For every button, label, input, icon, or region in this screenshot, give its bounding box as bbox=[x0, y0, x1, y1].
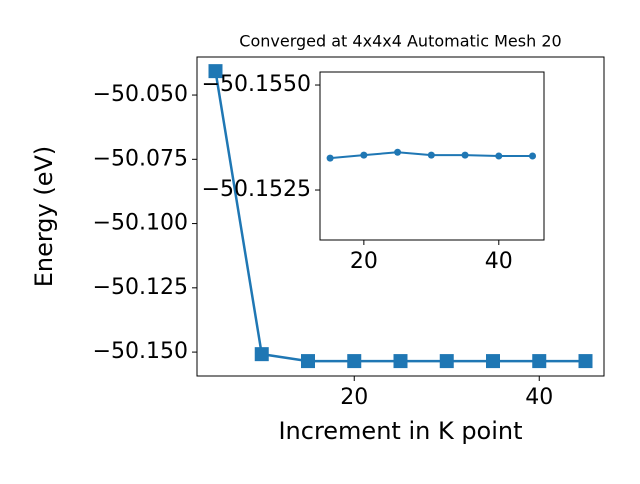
marker bbox=[529, 152, 537, 160]
marker bbox=[254, 347, 269, 362]
marker bbox=[532, 354, 547, 369]
y-tick-label: −50.125 bbox=[93, 275, 188, 300]
x-tick-label: 20 bbox=[340, 385, 368, 410]
marker bbox=[461, 151, 469, 159]
y-tick-label: −50.1525 bbox=[202, 177, 311, 202]
y-axis-label: Energy (eV) bbox=[30, 146, 58, 288]
x-axis-label: Increment in K point bbox=[278, 417, 522, 445]
y-tick-label: −50.050 bbox=[93, 82, 188, 107]
marker bbox=[208, 64, 223, 79]
x-tick-label: 40 bbox=[525, 385, 553, 410]
marker bbox=[578, 354, 593, 369]
marker bbox=[326, 154, 334, 162]
marker bbox=[301, 354, 315, 369]
y-tick-label: −50.075 bbox=[93, 146, 188, 171]
y-tick-label: −50.150 bbox=[93, 339, 188, 364]
marker bbox=[486, 354, 500, 369]
y-tick-label: −50.1550 bbox=[202, 72, 311, 97]
chart-title: Converged at 4x4x4 Automatic Mesh 20 bbox=[239, 32, 561, 51]
marker bbox=[495, 152, 503, 160]
marker bbox=[360, 151, 368, 159]
marker bbox=[393, 354, 408, 369]
x-tick-label: 40 bbox=[485, 249, 513, 274]
marker bbox=[439, 354, 454, 369]
y-tick-label: −50.100 bbox=[93, 211, 188, 236]
x-tick-label: 20 bbox=[350, 249, 378, 274]
marker bbox=[394, 148, 402, 156]
marker bbox=[347, 354, 362, 369]
marker bbox=[427, 151, 435, 159]
